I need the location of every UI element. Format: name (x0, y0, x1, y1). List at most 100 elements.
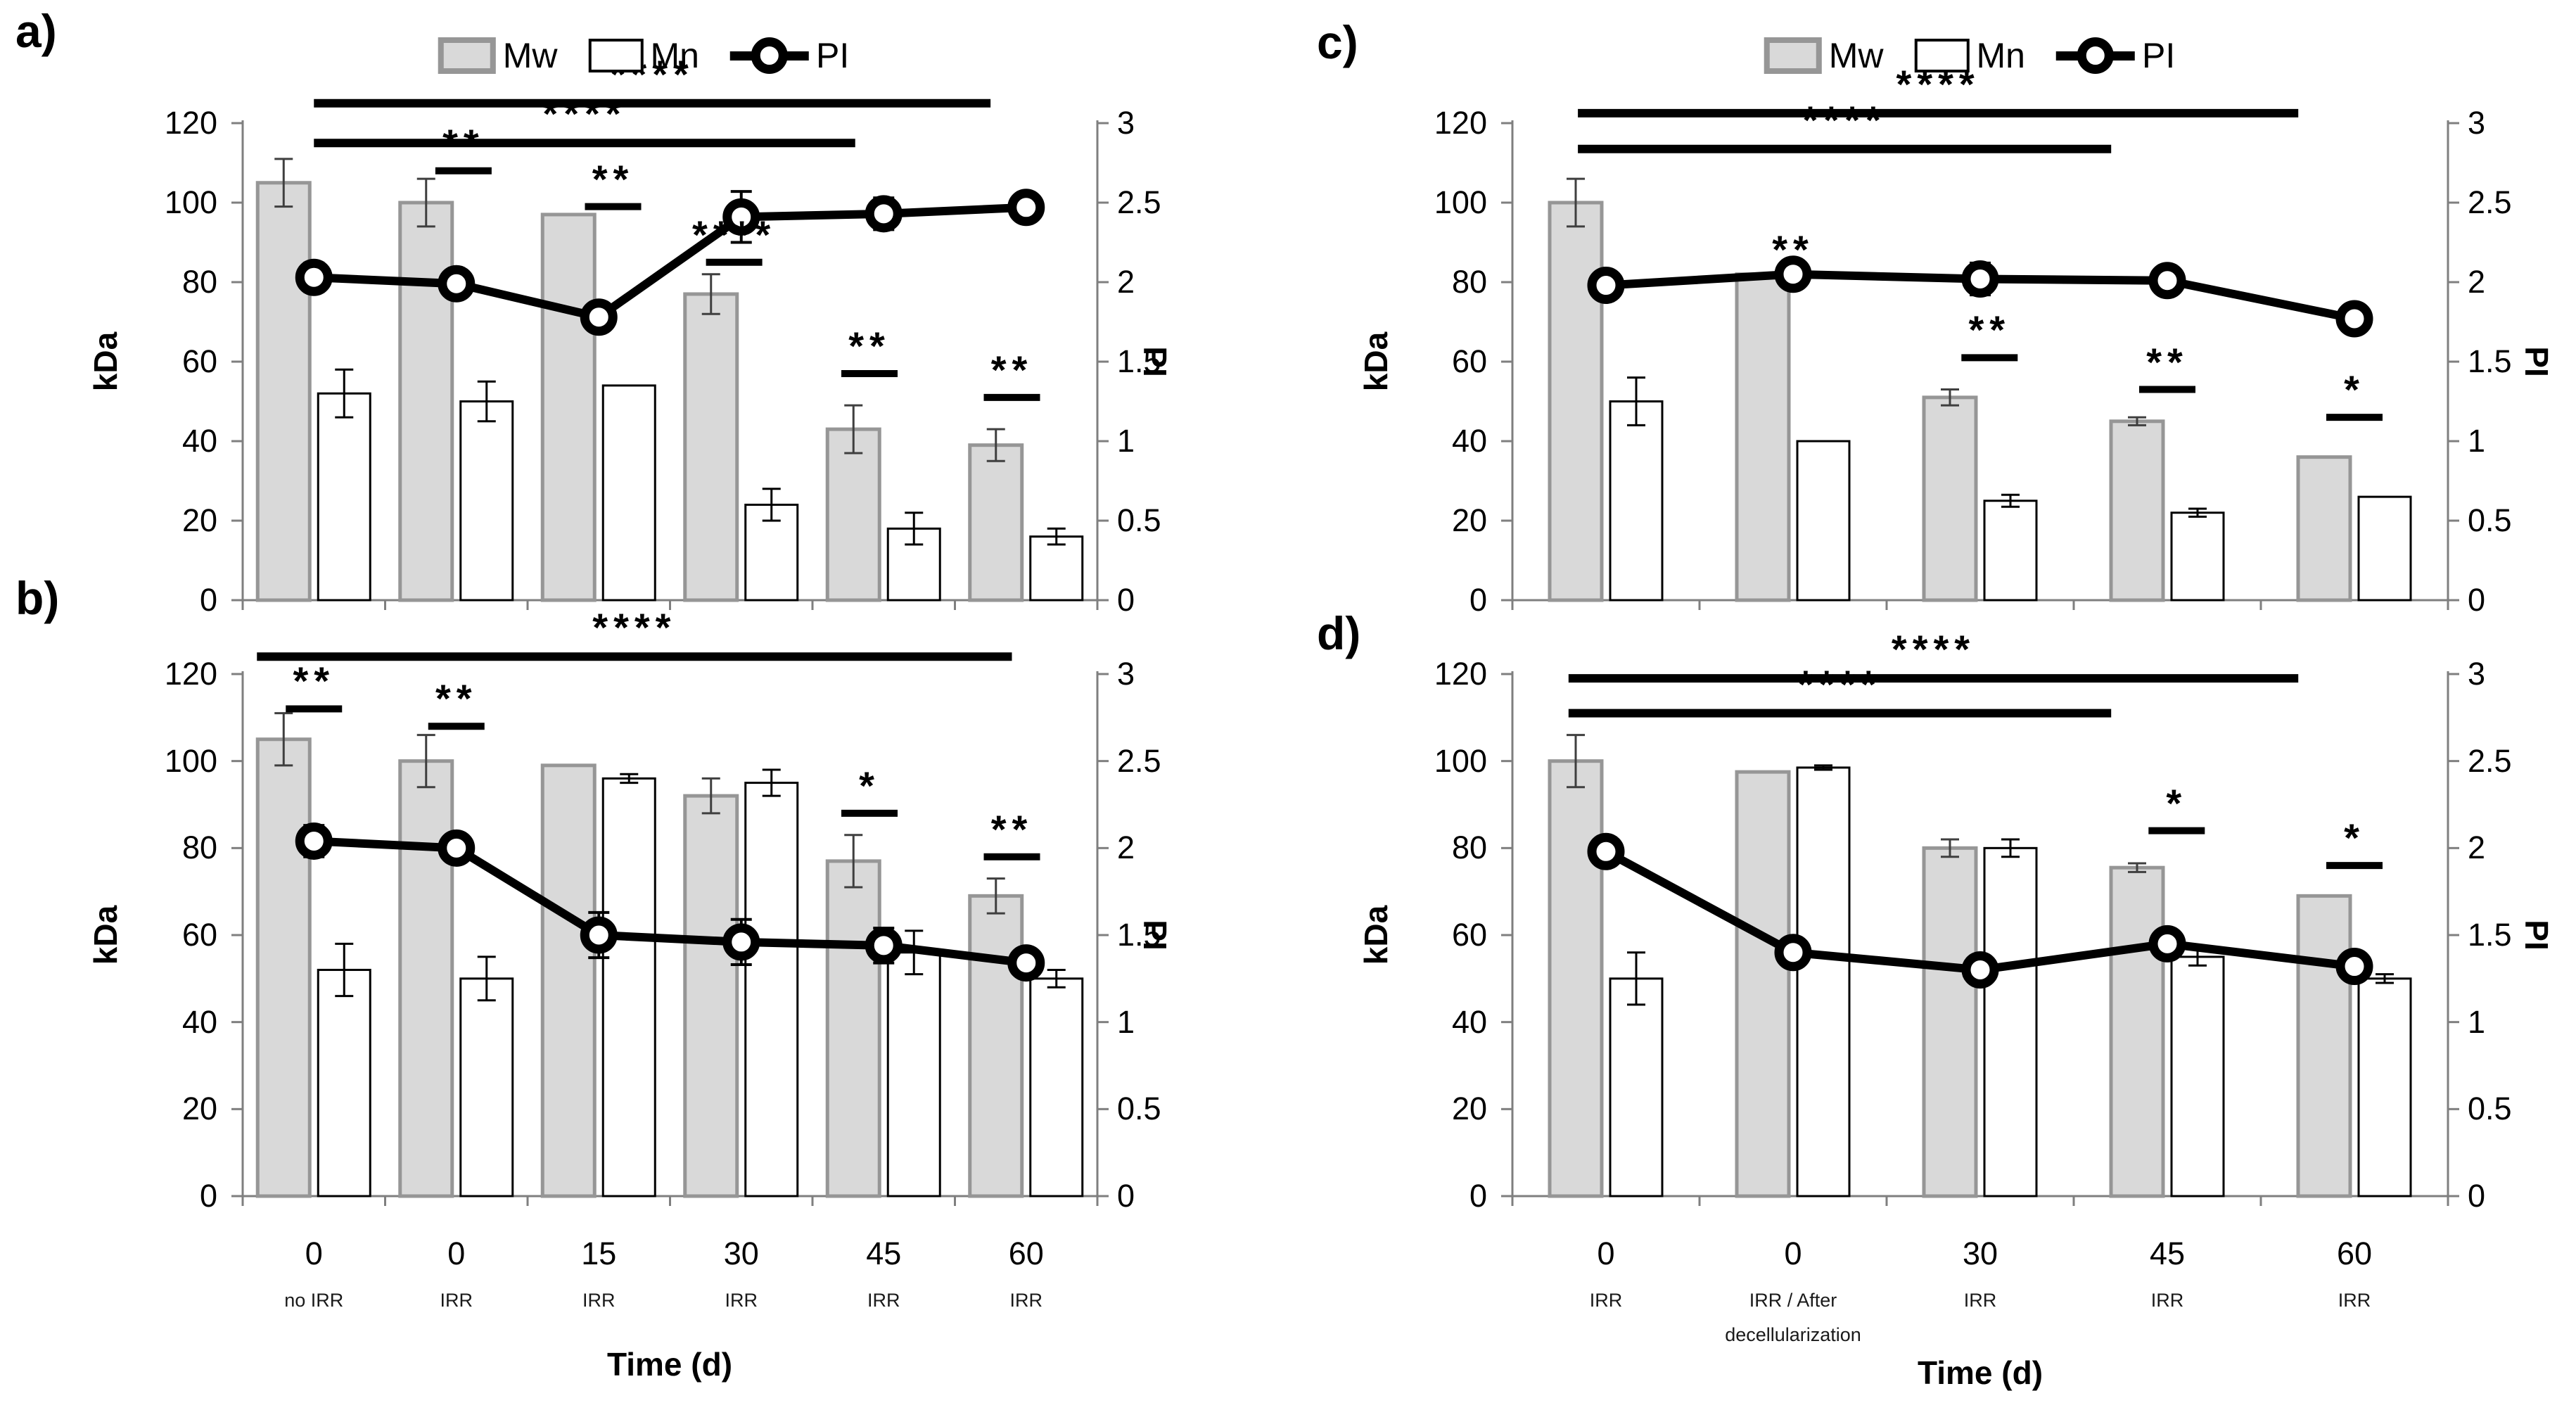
legend-item-mn: Mn (1914, 35, 2025, 76)
pi-marker (580, 916, 618, 954)
x-category-label: 45 (866, 1236, 902, 1271)
pi-marker (295, 822, 333, 860)
y-left-tick-label: 0 (1469, 1178, 1487, 1214)
y-left-tick-label: 100 (1434, 742, 1487, 779)
pi-marker-icon (2077, 37, 2114, 74)
legend-mw-label: Mw (502, 36, 558, 75)
y-left-tick-label: 60 (181, 343, 217, 379)
x-category-sub-label: IRR (867, 1290, 900, 1311)
significance-stars: ** (1772, 227, 1814, 272)
pi-marker (2335, 948, 2373, 986)
y-left-tick-label: 40 (1451, 1003, 1487, 1040)
mw-swatch-icon (1764, 37, 1822, 74)
mw-bar (968, 443, 1024, 602)
x-category-sub-label: IRR (1963, 1290, 1997, 1311)
x-category-label: 0 (305, 1236, 323, 1271)
mw-bar (683, 292, 739, 602)
y-left-tick-label: 100 (164, 742, 217, 779)
y-left-tick-label: 60 (1451, 917, 1487, 953)
y-right-tick-label: 0 (2468, 1178, 2486, 1214)
pi-line (313, 837, 1027, 967)
pi-marker (438, 265, 476, 303)
mn-bar (744, 782, 799, 1198)
mw-swatch-icon (438, 37, 496, 74)
y-right-tick-label: 3 (1117, 656, 1135, 692)
pi-marker (1007, 189, 1045, 227)
significance-stars: ** (442, 120, 485, 165)
y-right-tick-label: 1.5 (2468, 343, 2512, 379)
legend-mn-label: Mn (1976, 36, 2025, 75)
y-left-tick-label: 80 (1451, 264, 1487, 300)
significance-stars: **** (542, 91, 627, 136)
y-left-tick-label: 60 (181, 917, 217, 953)
significance-stars: ** (1968, 307, 2011, 352)
pi-marker (1587, 832, 1625, 870)
pi-marker (1774, 934, 1812, 972)
legend: Mw Mn PI (1764, 35, 2175, 76)
mw-bar (540, 212, 597, 602)
mn-bar (1796, 440, 1851, 602)
significance-stars: ** (2146, 339, 2188, 384)
y-right-tick-label: 1.5 (1117, 917, 1161, 953)
x-category-sub-label: IRR (440, 1290, 473, 1311)
x-category-label: 30 (1962, 1236, 1998, 1271)
y-right-tick-label: 0 (1117, 582, 1135, 618)
mw-bar (2296, 455, 2352, 602)
pi-marker (438, 829, 476, 867)
significance-stars: ** (293, 659, 336, 704)
y-right-tick-label: 1 (2468, 1003, 2486, 1040)
mn-swatch-icon (588, 39, 644, 72)
mw-bar (2296, 894, 2352, 1198)
x-category-label: 45 (2149, 1236, 2186, 1271)
significance-stars: * (859, 763, 880, 808)
y-right-tick-label: 1 (1117, 1003, 1135, 1040)
y-right-tick-label: 2 (1117, 830, 1135, 866)
mn-bar (317, 392, 371, 602)
x-category-sub-label: no IRR (284, 1290, 344, 1311)
pi-marker (1961, 951, 1999, 989)
y-left-tick-label: 120 (1434, 105, 1487, 141)
y-left-tick-label: 40 (181, 1003, 217, 1040)
pi-marker (722, 923, 760, 961)
significance-stars: **** (1891, 627, 1976, 672)
legend-mn-label: Mn (650, 36, 699, 75)
pi-line-sample-icon (2055, 37, 2135, 74)
mw-bar (1922, 846, 1978, 1198)
y-left-tick-label: 20 (1451, 1091, 1487, 1127)
y-left-tick-label: 0 (1469, 582, 1487, 618)
legend-item-pi: PI (729, 35, 849, 76)
y-right-tick-label: 1 (1117, 423, 1135, 459)
pi-marker (1007, 944, 1045, 982)
x-axis-title: Time (d) (606, 1346, 733, 1383)
legend-mw-label: Mw (1828, 36, 1884, 75)
significance-stars: ** (592, 156, 635, 201)
x-axis-title: Time (d) (1917, 1354, 2043, 1391)
pi-marker (1774, 255, 1812, 293)
y-left-tick-label: 120 (1434, 656, 1487, 692)
mw-bar (1735, 770, 1791, 1198)
pi-marker (2148, 262, 2186, 300)
y-right-tick-label: 2.5 (2468, 742, 2512, 779)
pi-marker-icon (751, 37, 788, 74)
pi-marker (1587, 267, 1625, 305)
mw-bar (540, 763, 597, 1198)
y-left-tick-label: 40 (1451, 423, 1487, 459)
pi-line-sample-icon (729, 37, 809, 74)
y-left-tick-label: 40 (181, 423, 217, 459)
legend-item-mw: Mw (1764, 35, 1884, 76)
pi-marker (865, 195, 903, 233)
y-right-tick-label: 2 (1117, 264, 1135, 300)
y-left-tick-label: 0 (199, 1178, 217, 1214)
x-category-label: 60 (1008, 1236, 1044, 1271)
x-category-label: 15 (581, 1236, 617, 1271)
x-category-sub-label: IRR (1589, 1290, 1623, 1311)
y-left-tick-label: 80 (181, 830, 217, 866)
mw-bar (398, 201, 454, 602)
y-right-tick-label: 3 (2468, 105, 2486, 141)
y-right-tick-label: 0 (1117, 1178, 1135, 1214)
y-right-tick-label: 3 (2468, 656, 2486, 692)
significance-stars: * (2344, 367, 2365, 412)
mn-bar (459, 977, 514, 1198)
mw-bar (1548, 759, 1604, 1198)
